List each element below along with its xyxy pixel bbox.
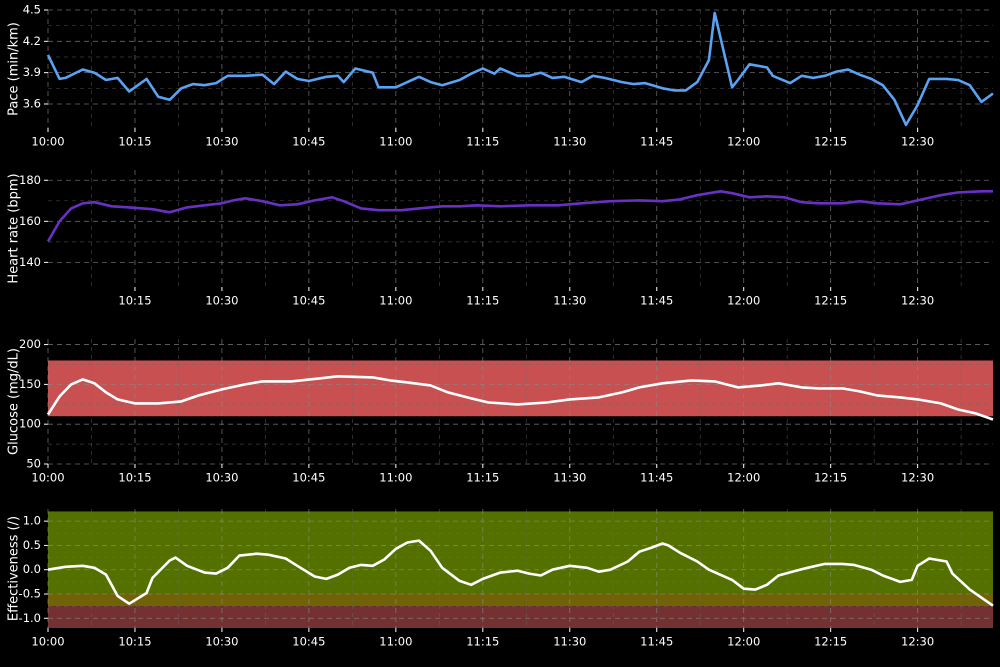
x-tick-label: 11:00 (379, 471, 412, 485)
x-tick-label: 10:45 (292, 471, 325, 485)
x-tick-label: 11:15 (466, 294, 499, 308)
y-tick-label: 180 (19, 173, 41, 187)
x-tick-label: 12:00 (727, 471, 760, 485)
data-line (46, 190, 993, 243)
x-tick-label: 11:45 (640, 135, 673, 149)
y-tick-label: 50 (26, 457, 41, 471)
x-tick-label: 10:30 (205, 294, 238, 308)
x-tick-label: 10:45 (292, 135, 325, 149)
y-tick-label: 150 (19, 377, 41, 391)
y-tick-label: 3.9 (23, 65, 41, 79)
x-tick-label: 10:15 (118, 294, 151, 308)
x-tick-label: 10:15 (118, 471, 151, 485)
y-axis-label: Glucose (mg/dL) (7, 348, 22, 455)
x-tick-label: 10:15 (118, 135, 151, 149)
x-tick-label: 10:15 (118, 635, 151, 649)
y-tick-label: 0.0 (23, 562, 41, 576)
y-tick-label: 140 (19, 255, 41, 269)
panel: 3.6 3.9 4.2 4.5 10:00 10:15 10:30 10:45 11:00 11:… (7, 3, 994, 149)
x-tick-label: 12:30 (901, 294, 934, 308)
x-tick-label: 11:45 (640, 471, 673, 485)
y-tick-label: 4.2 (23, 34, 41, 48)
x-tick-label: 12:30 (901, 635, 934, 649)
y-tick-label: 100 (19, 417, 41, 431)
x-tick-label: 10:00 (31, 135, 64, 149)
x-tick-label: 10:30 (205, 135, 238, 149)
y-tick-label: -1.0 (19, 611, 41, 625)
x-tick-label: 12:15 (814, 635, 847, 649)
x-tick-label: 10:00 (31, 635, 64, 649)
y-tick-label: 0.5 (23, 538, 41, 552)
x-tick-label: 12:30 (901, 135, 934, 149)
data-line (47, 539, 994, 607)
x-tick-label: 12:15 (814, 294, 847, 308)
y-tick-label: -0.5 (19, 587, 41, 601)
x-tick-label: 11:00 (379, 294, 412, 308)
x-tick-label: 10:45 (292, 635, 325, 649)
y-tick-label: 1.0 (23, 514, 41, 528)
y-tick-label: 3.6 (23, 96, 41, 110)
x-tick-label: 11:15 (466, 471, 499, 485)
panel: 140 160 180 10:15 10:30 10:45 11:00 11:15 11:30 1… (7, 170, 993, 308)
y-axis-label: Heart rate (bpm) (7, 173, 22, 283)
panel: -1.0 -0.5 0.0 0.5 1.0 10:00 10:15 10:30 10:45 11:… (7, 509, 994, 649)
y-axis-label: Effectiveness (/) (7, 516, 22, 621)
x-tick-label: 11:00 (379, 635, 412, 649)
x-tick-label: 11:15 (466, 135, 499, 149)
x-tick-label: 11:45 (640, 294, 673, 308)
x-tick-label: 12:30 (901, 471, 934, 485)
x-tick-label: 11:30 (553, 635, 586, 649)
x-tick-label: 12:15 (814, 471, 847, 485)
x-tick-label: 11:30 (553, 135, 586, 149)
x-tick-label: 10:00 (31, 471, 64, 485)
y-tick-label: 200 (19, 337, 41, 351)
x-tick-label: 10:30 (205, 471, 238, 485)
x-tick-label: 12:00 (727, 135, 760, 149)
x-tick-label: 12:00 (727, 294, 760, 308)
y-axis-label: Pace (min/km) (7, 22, 22, 116)
x-tick-label: 12:00 (727, 635, 760, 649)
x-tick-label: 11:30 (553, 294, 586, 308)
x-tick-label: 10:30 (205, 635, 238, 649)
y-tick-label: 160 (19, 214, 41, 228)
range-band (48, 360, 993, 417)
x-tick-label: 11:15 (466, 635, 499, 649)
range-band (48, 511, 993, 594)
range-band (48, 606, 993, 628)
x-tick-label: 10:45 (292, 294, 325, 308)
x-tick-label: 11:30 (553, 471, 586, 485)
x-tick-label: 12:15 (814, 135, 847, 149)
panel: 50 100 150 200 10:00 10:15 10:30 10:45 11:00 11:1… (7, 337, 994, 485)
data-line (46, 11, 994, 127)
range-band (48, 594, 993, 607)
x-tick-label: 11:45 (640, 635, 673, 649)
y-tick-label: 4.5 (23, 3, 41, 17)
x-tick-label: 11:00 (379, 135, 412, 149)
data-line (46, 375, 994, 421)
